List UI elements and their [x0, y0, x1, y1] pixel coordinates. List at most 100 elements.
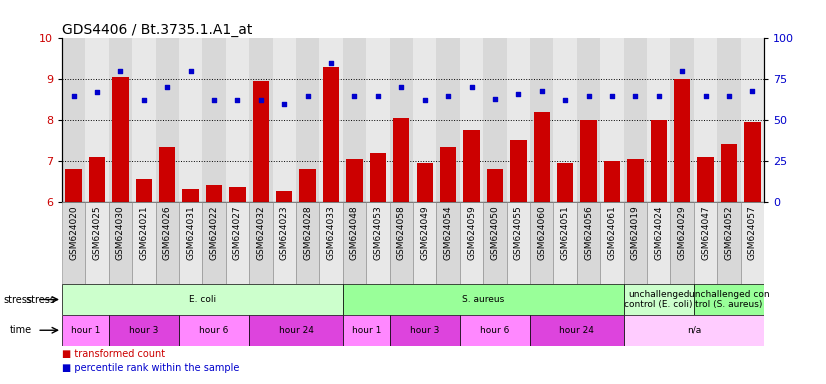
Bar — [460, 202, 483, 284]
Bar — [89, 157, 105, 202]
Bar — [557, 163, 573, 202]
Bar — [530, 38, 553, 202]
Bar — [132, 38, 155, 202]
Bar — [460, 38, 483, 202]
Bar — [109, 38, 132, 202]
Text: hour 24: hour 24 — [278, 326, 313, 335]
Point — [652, 93, 665, 99]
Bar — [647, 38, 671, 202]
Bar — [206, 185, 222, 202]
Point — [325, 60, 338, 66]
Bar — [717, 202, 741, 284]
Bar — [202, 38, 225, 202]
Bar — [651, 120, 667, 202]
Text: GSM624056: GSM624056 — [584, 206, 593, 260]
Bar — [366, 38, 390, 202]
Bar — [483, 202, 506, 284]
Text: GSM624022: GSM624022 — [210, 206, 219, 260]
Point — [254, 98, 268, 104]
Point — [418, 98, 431, 104]
Bar — [697, 157, 714, 202]
Bar — [296, 38, 320, 202]
Point — [114, 68, 127, 74]
Text: GSM624048: GSM624048 — [350, 206, 359, 260]
Text: hour 3: hour 3 — [410, 326, 439, 335]
Bar — [343, 284, 624, 315]
Point — [605, 93, 619, 99]
Text: ■ transformed count: ■ transformed count — [62, 349, 165, 359]
Text: GSM624033: GSM624033 — [326, 206, 335, 260]
Bar — [249, 202, 273, 284]
Bar — [179, 315, 249, 346]
Bar — [483, 38, 506, 202]
Text: n/a: n/a — [686, 326, 701, 335]
Point — [488, 96, 501, 102]
Bar — [225, 38, 249, 202]
Text: E. coli: E. coli — [189, 295, 216, 304]
Bar — [65, 169, 82, 202]
Text: GSM624060: GSM624060 — [537, 206, 546, 260]
Bar — [741, 38, 764, 202]
Text: GSM624059: GSM624059 — [467, 206, 476, 260]
Bar — [721, 144, 737, 202]
Bar — [132, 202, 155, 284]
Bar — [390, 38, 413, 202]
Bar — [463, 130, 480, 202]
Bar — [553, 202, 577, 284]
Bar — [577, 202, 601, 284]
Bar — [273, 202, 296, 284]
Bar — [179, 202, 202, 284]
Text: hour 6: hour 6 — [199, 326, 229, 335]
Bar — [674, 79, 691, 202]
Bar — [85, 38, 109, 202]
Bar — [390, 315, 460, 346]
Bar — [624, 38, 647, 202]
Bar — [534, 112, 550, 202]
Text: GSM624031: GSM624031 — [186, 206, 195, 260]
Text: GSM624029: GSM624029 — [677, 206, 686, 260]
Text: GSM624028: GSM624028 — [303, 206, 312, 260]
Bar — [553, 38, 577, 202]
Text: GSM624057: GSM624057 — [748, 206, 757, 260]
Text: time: time — [10, 325, 32, 335]
Text: stress: stress — [3, 295, 32, 305]
Point — [535, 88, 548, 94]
Bar — [506, 202, 530, 284]
Bar — [413, 202, 436, 284]
Text: hour 3: hour 3 — [129, 326, 159, 335]
Bar — [62, 315, 109, 346]
Point — [582, 93, 595, 99]
Bar — [276, 191, 292, 202]
Bar — [647, 202, 671, 284]
Text: GSM624055: GSM624055 — [514, 206, 523, 260]
Bar — [85, 202, 109, 284]
Bar — [694, 202, 717, 284]
Point — [465, 84, 478, 91]
Text: GSM624030: GSM624030 — [116, 206, 125, 260]
Bar — [530, 202, 553, 284]
Bar — [62, 202, 85, 284]
Bar — [135, 179, 152, 202]
Bar — [343, 202, 366, 284]
Text: GSM624054: GSM624054 — [444, 206, 453, 260]
Text: GSM624050: GSM624050 — [491, 206, 500, 260]
Text: GSM624052: GSM624052 — [724, 206, 733, 260]
Bar — [436, 38, 460, 202]
Bar — [671, 202, 694, 284]
Bar — [366, 202, 390, 284]
Bar — [530, 315, 624, 346]
Point — [230, 98, 244, 104]
Text: GSM624053: GSM624053 — [373, 206, 382, 260]
Bar — [343, 315, 390, 346]
Bar — [624, 284, 694, 315]
Bar — [62, 284, 343, 315]
Point — [676, 68, 689, 74]
Text: GSM624032: GSM624032 — [256, 206, 265, 260]
Point — [395, 84, 408, 91]
Bar — [249, 315, 343, 346]
Point — [441, 93, 454, 99]
Text: hour 24: hour 24 — [559, 326, 594, 335]
Bar — [440, 147, 456, 202]
Text: GSM624047: GSM624047 — [701, 206, 710, 260]
Bar — [183, 189, 199, 202]
